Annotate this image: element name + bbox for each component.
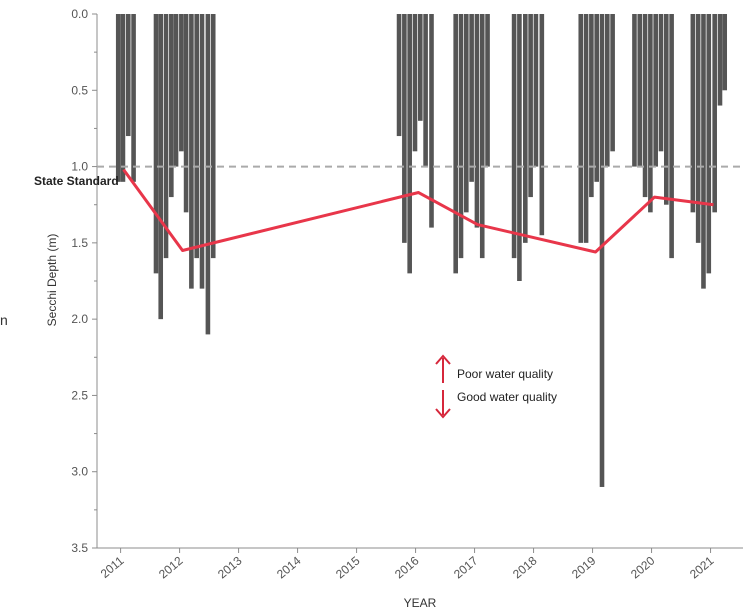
- secchi-bar: [722, 14, 728, 91]
- secchi-bar: [453, 14, 458, 274]
- secchi-bar: [210, 14, 216, 259]
- secchi-bar: [632, 14, 637, 167]
- secchi-bar: [412, 14, 418, 152]
- x-tick-label: 2020: [628, 553, 658, 581]
- x-tick-label: 2012: [156, 553, 186, 581]
- secchi-bar: [583, 14, 589, 243]
- annual-mean-line: [122, 168, 714, 254]
- secchi-bar: [417, 14, 423, 121]
- secchi-bar: [533, 14, 539, 167]
- secchi-bar: [690, 14, 696, 213]
- secchi-bar: [664, 14, 669, 205]
- y-tick-label: 0.0: [71, 7, 88, 21]
- secchi-bar: [605, 14, 610, 167]
- secchi-bar: [528, 14, 533, 198]
- secchi-bar: [464, 14, 469, 213]
- secchi-bar: [485, 14, 490, 167]
- secchi-bar: [695, 14, 701, 243]
- secchi-bar: [396, 14, 402, 137]
- secchi-bar: [153, 14, 159, 274]
- y-tick-label: 2.5: [71, 388, 88, 402]
- secchi-bar: [594, 14, 599, 182]
- poor-quality-arrow-icon: [435, 354, 451, 383]
- secchi-bar: [125, 14, 131, 137]
- y-tick-label: 0.5: [71, 83, 88, 97]
- y-axis-title: Secchi Depth (m): [45, 234, 59, 327]
- secchi-bar: [407, 14, 412, 274]
- state-standard-label: State Standard: [34, 174, 119, 188]
- good-quality-label: Good water quality: [457, 390, 557, 404]
- y-tick-label: 3.5: [71, 541, 88, 555]
- secchi-bar: [658, 14, 664, 152]
- x-tick-label: 2016: [392, 553, 422, 581]
- x-tick-label: 2011: [98, 553, 127, 581]
- secchi-bar: [706, 14, 712, 274]
- x-tick-label: 2019: [569, 553, 599, 581]
- y-tick-label: 2.0: [71, 312, 88, 326]
- secchi-bar: [183, 14, 189, 213]
- secchi-bar: [589, 14, 594, 198]
- secchi-bar: [458, 14, 464, 259]
- secchi-bar: [402, 14, 407, 243]
- secchi-bar: [199, 14, 205, 289]
- x-tick-label: 2017: [451, 553, 481, 581]
- x-tick-label: 2021: [687, 553, 717, 581]
- secchi-bar: [423, 14, 428, 167]
- secchi-bar: [637, 14, 643, 167]
- poor-quality-label: Poor water quality: [457, 367, 553, 381]
- secchi-bar: [169, 14, 174, 198]
- secchi-bars: [115, 14, 728, 487]
- secchi-bar: [120, 14, 126, 182]
- secchi-bar: [701, 14, 706, 289]
- stray-edge-text: n: [0, 312, 8, 328]
- secchi-bar: [179, 14, 184, 152]
- y-ticks: 0.0 0.5 1.0 1.5 2.0 2.5 3.0 3.5: [71, 7, 97, 555]
- secchi-bar: [653, 14, 658, 167]
- secchi-bar: [131, 14, 136, 182]
- x-axis-title: YEAR: [404, 596, 437, 610]
- secchi-bar: [469, 14, 474, 182]
- secchi-bar: [517, 14, 522, 281]
- secchi-bar: [669, 14, 674, 259]
- secchi-bar: [194, 14, 200, 259]
- secchi-bar: [523, 14, 528, 243]
- secchi-bar: [474, 14, 480, 228]
- secchi-bar: [163, 14, 169, 259]
- secchi-bar: [429, 14, 434, 228]
- secchi-bar: [205, 14, 211, 335]
- secchi-bar: [479, 14, 485, 259]
- secchi-bar: [717, 14, 723, 106]
- secchi-bar: [610, 14, 615, 152]
- good-quality-arrow-icon: [435, 390, 451, 419]
- x-tick-label: 2015: [333, 553, 363, 581]
- secchi-bar: [115, 14, 121, 182]
- secchi-bar: [712, 14, 717, 213]
- secchi-bar: [189, 14, 194, 289]
- y-tick-label: 3.0: [71, 465, 88, 479]
- secchi-bar: [511, 14, 517, 259]
- secchi-bar: [648, 14, 653, 213]
- secchi-bar: [539, 14, 545, 236]
- secchi-bar: [599, 14, 605, 487]
- y-tick-label: 1.0: [71, 160, 88, 174]
- secchi-bar: [173, 14, 179, 167]
- secchi-bar: [578, 14, 584, 243]
- x-tick-label: 2018: [510, 553, 540, 581]
- secchi-bar: [642, 14, 648, 198]
- x-ticks: 2011 2012 2013 2014 2015 2016 2017 2018 2019 2020…: [98, 548, 717, 581]
- x-tick-label: 2014: [274, 553, 304, 581]
- x-tick-label: 2013: [215, 553, 245, 581]
- y-tick-label: 1.5: [71, 236, 88, 250]
